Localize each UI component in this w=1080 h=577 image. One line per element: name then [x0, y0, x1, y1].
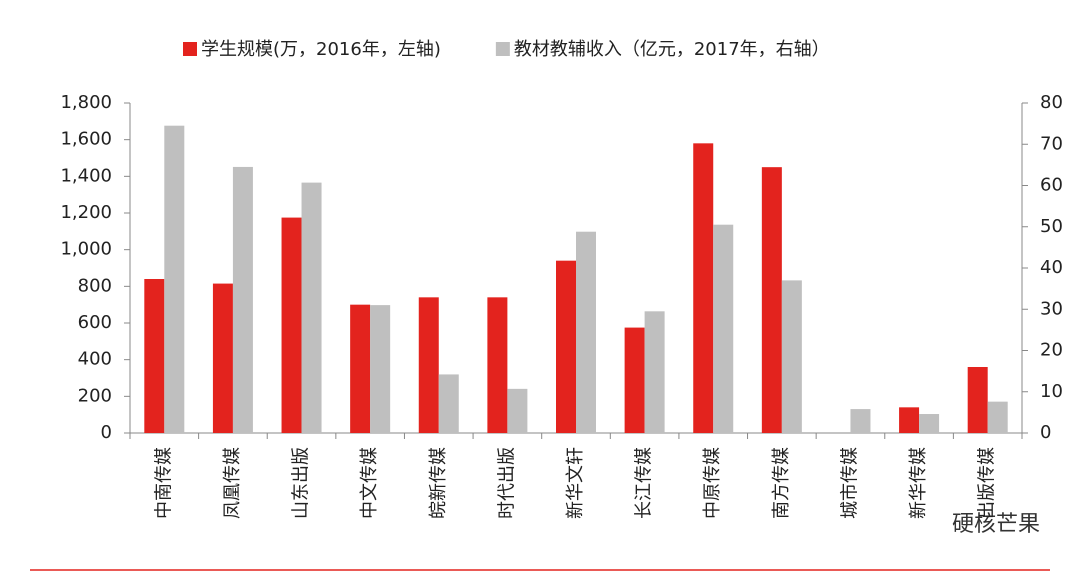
y2-tick-label: 10: [1040, 381, 1063, 402]
legend-label: 教材教辅收入（亿元，2017年，右轴）: [514, 39, 830, 60]
bar: [644, 311, 665, 433]
y2-tick-label: 60: [1040, 175, 1063, 196]
bar: [144, 279, 165, 433]
y2-tick-label: 80: [1040, 92, 1063, 113]
x-tick-label: 时代出版: [496, 447, 517, 519]
x-tick-label: 皖新传媒: [428, 447, 449, 519]
y2-tick-label: 30: [1040, 298, 1063, 319]
bar: [212, 283, 233, 433]
y-tick-label: 600: [78, 312, 112, 333]
bar: [781, 280, 802, 433]
bar: [693, 143, 714, 434]
legend-swatch: [183, 42, 197, 56]
y2-tick-label: 50: [1040, 216, 1063, 237]
bar: [967, 367, 988, 433]
x-tick-label: 凤凰传媒: [222, 447, 243, 519]
x-tick-label: 新华文轩: [565, 447, 586, 519]
x-tick-label: 出版传媒: [977, 447, 998, 519]
y2-tick-label: 70: [1040, 133, 1063, 154]
x-tick-label: 新华传媒: [908, 447, 929, 519]
x-tick-label: 山东出版: [291, 447, 312, 519]
y-tick-label: 800: [78, 275, 112, 296]
bar: [556, 260, 576, 433]
x-tick-label: 南方传媒: [771, 447, 792, 519]
y-tick-label: 1,400: [60, 165, 112, 186]
bar: [281, 217, 302, 433]
bar: [164, 125, 185, 433]
bar: [301, 182, 322, 433]
bar: [487, 297, 508, 433]
x-tick-label: 中原传媒: [702, 447, 723, 519]
y-tick-label: 200: [78, 385, 112, 406]
y-tick-label: 1,800: [60, 92, 112, 113]
bar: [438, 374, 459, 433]
y2-tick-label: 40: [1040, 257, 1063, 278]
y-tick-label: 1,000: [60, 239, 112, 260]
x-tick-label: 中文传媒: [359, 447, 380, 519]
bar: [761, 167, 782, 433]
bar: [418, 297, 439, 433]
y-tick-label: 400: [78, 349, 112, 370]
x-tick-label: 中南传媒: [153, 447, 174, 519]
watermark: 硬核芒果: [952, 512, 1040, 537]
bar: [919, 414, 940, 433]
bar: [624, 327, 645, 433]
bar: [350, 304, 371, 433]
x-tick-label: 长江传媒: [634, 447, 655, 519]
y-tick-label: 1,200: [60, 202, 112, 223]
legend-label: 学生规模(万，2016年，左轴): [201, 39, 441, 60]
y2-tick-label: 0: [1040, 422, 1051, 443]
bar: [370, 305, 391, 433]
bar: [507, 388, 528, 433]
bar: [899, 407, 920, 433]
bar: [987, 401, 1008, 433]
legend-swatch: [495, 42, 510, 56]
bar: [232, 166, 253, 433]
bar: [576, 231, 596, 433]
y-tick-label: 0: [101, 422, 112, 443]
bar: [713, 224, 734, 433]
legend: 学生规模(万，2016年，左轴) 教材教辅收入（亿元，2017年，右轴）: [183, 39, 830, 60]
y2-tick-label: 20: [1040, 340, 1063, 361]
y-tick-label: 1,600: [60, 129, 112, 150]
x-tick-label: 城市传媒: [839, 447, 860, 519]
bar: [850, 409, 871, 433]
